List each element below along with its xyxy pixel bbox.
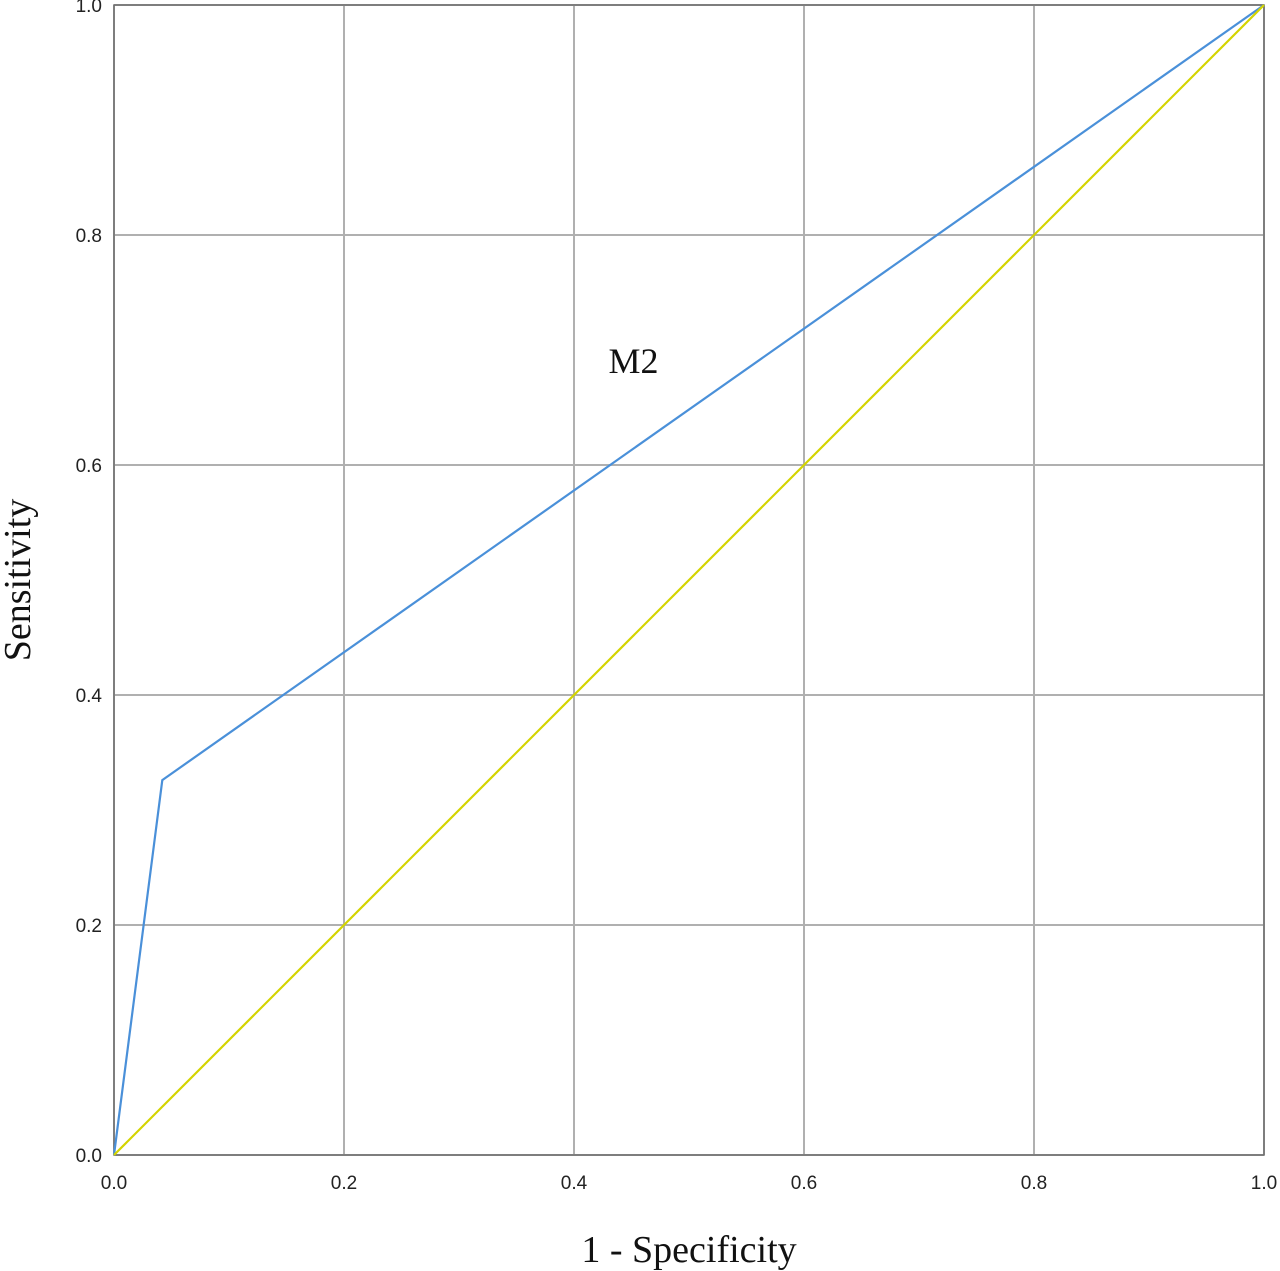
y-tick-label: 0.2 (76, 916, 102, 937)
y-tick-label: 1.0 (76, 0, 102, 17)
y-tick-labels: 0.0 0.2 0.4 0.6 0.8 1.0 (76, 0, 103, 1167)
roc-curve-line (112, 4, 1265, 1156)
y-tick-label: 0.6 (76, 456, 102, 477)
x-tick-labels: 0.0 0.2 0.4 0.6 0.8 1.0 (101, 1173, 1277, 1194)
annotations: M2 (609, 341, 659, 381)
plot-border (113, 4, 1265, 1156)
plot-frame (113, 4, 1265, 1156)
x-tick-label: 0.4 (561, 1173, 588, 1194)
x-tick-label: 0.0 (101, 1173, 127, 1194)
x-tick-label: 0.6 (791, 1173, 817, 1194)
y-tick-label: 0.8 (76, 226, 102, 247)
y-tick-label: 0.4 (76, 686, 103, 707)
y-axis-title: Sensitivity (0, 499, 39, 662)
x-axis-title: 1 - Specificity (581, 1229, 796, 1271)
x-tick-label: 0.2 (331, 1173, 357, 1194)
curve-label-m2: M2 (609, 341, 659, 381)
series-group (112, 4, 1265, 1156)
x-tick-label: 0.8 (1021, 1173, 1047, 1194)
y-tick-label: 0.0 (76, 1146, 102, 1167)
x-tick-label: 1.0 (1251, 1173, 1277, 1194)
reference-diagonal-line (113, 4, 1265, 1156)
